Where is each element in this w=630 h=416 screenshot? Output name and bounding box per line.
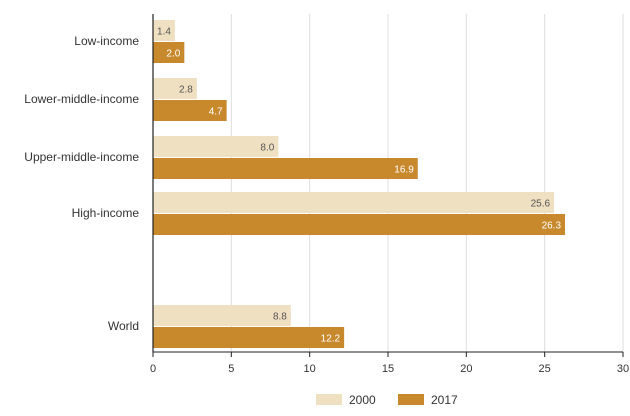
x-tick-label: 15 bbox=[382, 363, 394, 375]
axes: 0 5 10 15 20 25 30 Low-income Lower-middle-incom… bbox=[24, 14, 629, 375]
category-label: World bbox=[108, 319, 139, 333]
x-tick-label: 25 bbox=[539, 363, 551, 375]
data-label: 2.8 bbox=[179, 85, 193, 96]
data-label: 12.2 bbox=[321, 334, 341, 345]
bar-2000-3 bbox=[153, 192, 555, 213]
data-label: 8.0 bbox=[260, 143, 274, 154]
x-tick-label: 5 bbox=[228, 363, 234, 375]
legend-label: 2017 bbox=[431, 393, 458, 407]
bar-2000-1 bbox=[153, 78, 197, 99]
gridlines bbox=[230, 14, 624, 352]
bar-2017-3 bbox=[153, 214, 566, 235]
x-tick-label: 0 bbox=[150, 363, 156, 375]
category-label: Low-income bbox=[74, 34, 139, 48]
bars: 1.4 2.0 2.8 4.7 8.0 16.9 25.6 26.3 8.8 12.2 bbox=[153, 20, 566, 348]
category-label: High-income bbox=[72, 206, 140, 220]
bar-2000-2 bbox=[153, 136, 279, 157]
data-label: 2.0 bbox=[166, 49, 180, 60]
bar-2017-4 bbox=[153, 327, 345, 348]
bar-2017-2 bbox=[153, 158, 418, 179]
category-label: Lower-middle-income bbox=[24, 92, 139, 106]
data-label: 4.7 bbox=[209, 107, 223, 118]
data-label: 26.3 bbox=[542, 221, 562, 232]
category-label: Upper-middle-income bbox=[24, 150, 139, 164]
bar-2000-0 bbox=[153, 20, 175, 41]
data-label: 8.8 bbox=[273, 312, 287, 323]
x-tick-label: 30 bbox=[617, 363, 629, 375]
legend-label: 2000 bbox=[349, 393, 376, 407]
x-tick-label: 10 bbox=[304, 363, 316, 375]
bar-2017-0 bbox=[153, 42, 185, 63]
x-tick-label: 20 bbox=[460, 363, 472, 375]
bar-2017-1 bbox=[153, 100, 227, 121]
data-label: 16.9 bbox=[394, 165, 414, 176]
bar-2000-4 bbox=[153, 305, 291, 326]
data-label: 25.6 bbox=[531, 199, 551, 210]
legend-swatch-2017 bbox=[398, 394, 424, 405]
legend: 2000 2017 bbox=[316, 393, 458, 407]
data-label: 1.4 bbox=[157, 27, 171, 38]
legend-swatch-2000 bbox=[316, 394, 342, 405]
